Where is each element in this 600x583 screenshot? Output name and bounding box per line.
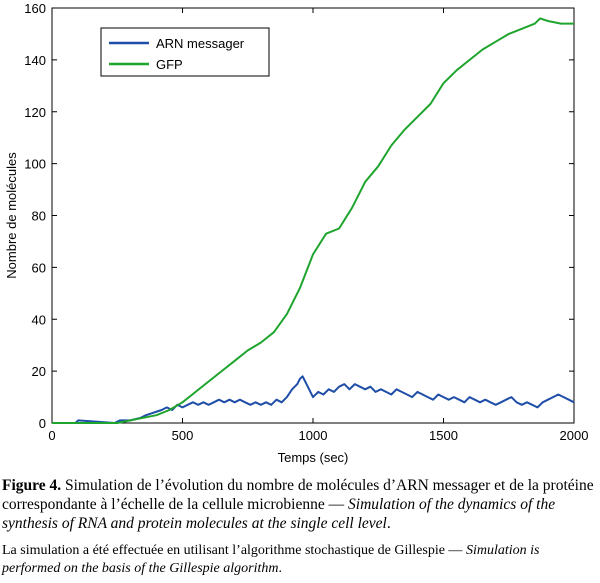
figure-caption-end: . bbox=[386, 515, 391, 532]
y-tick-label: 160 bbox=[24, 1, 46, 16]
y-tick-label: 140 bbox=[24, 53, 46, 68]
series-line-0 bbox=[52, 375, 575, 424]
y-tick-label: 60 bbox=[32, 260, 46, 275]
figure-caption: Figure 4. Simulation de l’évolution du n… bbox=[2, 476, 598, 533]
y-tick-label: 20 bbox=[32, 364, 46, 379]
x-axis-label: Temps (sec) bbox=[278, 450, 349, 465]
line-chart: 0 500 1000 1500 2000 0 20 40 60 80 100 120 140 160 Tem… bbox=[4, 1, 588, 465]
legend-box bbox=[100, 27, 270, 77]
x-tick-label: 2000 bbox=[560, 428, 589, 443]
figure-caption-text: Simulation de l’évolution du nombre de m… bbox=[2, 477, 594, 513]
figure-note-text: La simulation a été effectuée en utilisa… bbox=[2, 543, 466, 558]
y-tick-label: 80 bbox=[32, 209, 46, 224]
y-axis-label: Nombre de molécules bbox=[4, 152, 19, 279]
x-tick-label: 1500 bbox=[429, 428, 458, 443]
x-tick-label: 0 bbox=[48, 428, 55, 443]
plot-area: 0 500 1000 1500 2000 0 20 40 60 80 100 120 140 160 Tem… bbox=[4, 1, 588, 465]
legend-label-1: GFP bbox=[156, 57, 183, 72]
y-tick-label: 100 bbox=[24, 157, 46, 172]
y-tick-label: 0 bbox=[39, 416, 46, 431]
figure-label: Figure 4. bbox=[2, 477, 62, 494]
figure-note: La simulation a été effectuée en utilisa… bbox=[2, 542, 598, 577]
y-tick-label: 120 bbox=[24, 105, 46, 120]
legend-label-0: ARN messager bbox=[156, 36, 245, 51]
figure-note-translation: Simulation is performed on the basis of … bbox=[2, 543, 540, 576]
x-tick-label: 1000 bbox=[299, 428, 328, 443]
series-line-1 bbox=[52, 17, 574, 424]
x-tick-label: 500 bbox=[172, 428, 194, 443]
figure-note-end: . bbox=[278, 560, 282, 576]
figure-caption-translation: Simulation of the dynamics of the synthe… bbox=[2, 496, 556, 532]
y-tick-label: 40 bbox=[32, 312, 46, 327]
